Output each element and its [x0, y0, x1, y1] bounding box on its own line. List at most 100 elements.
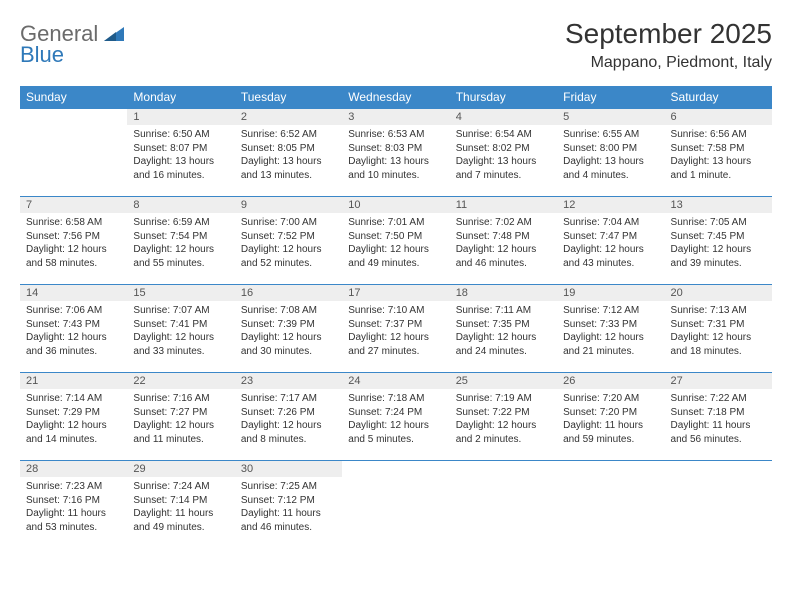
- day-number: 9: [235, 197, 342, 213]
- sunrise-line: Sunrise: 6:58 AM: [26, 216, 121, 230]
- day-body: Sunrise: 7:17 AMSunset: 7:26 PMDaylight:…: [235, 389, 342, 450]
- day-header: Friday: [557, 86, 664, 109]
- daylight-line-2: and 21 minutes.: [563, 345, 658, 359]
- daylight-line-2: and 4 minutes.: [563, 169, 658, 183]
- day-body: Sunrise: 7:07 AMSunset: 7:41 PMDaylight:…: [127, 301, 234, 362]
- daylight-line-2: and 1 minute.: [671, 169, 766, 183]
- daylight-line-1: Daylight: 12 hours: [456, 419, 551, 433]
- daylight-line-2: and 13 minutes.: [241, 169, 336, 183]
- day-number: 18: [450, 285, 557, 301]
- daylight-line-1: Daylight: 12 hours: [241, 419, 336, 433]
- day-body: Sunrise: 7:08 AMSunset: 7:39 PMDaylight:…: [235, 301, 342, 362]
- calendar-day-cell: 12Sunrise: 7:04 AMSunset: 7:47 PMDayligh…: [557, 197, 664, 285]
- logo-word-blue: Blue: [20, 42, 64, 67]
- sunset-line: Sunset: 7:29 PM: [26, 406, 121, 420]
- day-number: 23: [235, 373, 342, 389]
- calendar-day-cell: 22Sunrise: 7:16 AMSunset: 7:27 PMDayligh…: [127, 373, 234, 461]
- logo: General Blue: [20, 24, 124, 66]
- daylight-line-1: Daylight: 12 hours: [563, 331, 658, 345]
- sunrise-line: Sunrise: 7:19 AM: [456, 392, 551, 406]
- sunset-line: Sunset: 7:18 PM: [671, 406, 766, 420]
- day-body: Sunrise: 6:58 AMSunset: 7:56 PMDaylight:…: [20, 213, 127, 274]
- calendar-day-cell: 5Sunrise: 6:55 AMSunset: 8:00 PMDaylight…: [557, 109, 664, 197]
- daylight-line-1: Daylight: 13 hours: [348, 155, 443, 169]
- daylight-line-2: and 46 minutes.: [241, 521, 336, 535]
- calendar-day-cell: 10Sunrise: 7:01 AMSunset: 7:50 PMDayligh…: [342, 197, 449, 285]
- day-body: Sunrise: 7:22 AMSunset: 7:18 PMDaylight:…: [665, 389, 772, 450]
- calendar-day-cell: 30Sunrise: 7:25 AMSunset: 7:12 PMDayligh…: [235, 461, 342, 549]
- sunrise-line: Sunrise: 7:24 AM: [133, 480, 228, 494]
- calendar-day-cell: 20Sunrise: 7:13 AMSunset: 7:31 PMDayligh…: [665, 285, 772, 373]
- day-body: Sunrise: 7:16 AMSunset: 7:27 PMDaylight:…: [127, 389, 234, 450]
- day-body: Sunrise: 7:12 AMSunset: 7:33 PMDaylight:…: [557, 301, 664, 362]
- sunrise-line: Sunrise: 6:55 AM: [563, 128, 658, 142]
- calendar-day-cell: 2Sunrise: 6:52 AMSunset: 8:05 PMDaylight…: [235, 109, 342, 197]
- day-number: 22: [127, 373, 234, 389]
- day-body: Sunrise: 7:25 AMSunset: 7:12 PMDaylight:…: [235, 477, 342, 538]
- day-body: Sunrise: 7:20 AMSunset: 7:20 PMDaylight:…: [557, 389, 664, 450]
- sunset-line: Sunset: 8:00 PM: [563, 142, 658, 156]
- day-body: Sunrise: 7:11 AMSunset: 7:35 PMDaylight:…: [450, 301, 557, 362]
- calendar-empty-cell: [557, 461, 664, 549]
- sunset-line: Sunset: 7:16 PM: [26, 494, 121, 508]
- sunrise-line: Sunrise: 7:04 AM: [563, 216, 658, 230]
- day-body: Sunrise: 7:00 AMSunset: 7:52 PMDaylight:…: [235, 213, 342, 274]
- day-number: 30: [235, 461, 342, 477]
- daylight-line-1: Daylight: 12 hours: [348, 331, 443, 345]
- header: General Blue September 2025 Mappano, Pie…: [20, 18, 772, 72]
- sunset-line: Sunset: 7:45 PM: [671, 230, 766, 244]
- day-number: 5: [557, 109, 664, 125]
- daylight-line-1: Daylight: 12 hours: [348, 243, 443, 257]
- day-number: 10: [342, 197, 449, 213]
- sunrise-line: Sunrise: 7:17 AM: [241, 392, 336, 406]
- daylight-line-2: and 59 minutes.: [563, 433, 658, 447]
- sunset-line: Sunset: 7:33 PM: [563, 318, 658, 332]
- daylight-line-1: Daylight: 12 hours: [348, 419, 443, 433]
- daylight-line-2: and 11 minutes.: [133, 433, 228, 447]
- calendar-day-cell: 19Sunrise: 7:12 AMSunset: 7:33 PMDayligh…: [557, 285, 664, 373]
- calendar-week-row: 28Sunrise: 7:23 AMSunset: 7:16 PMDayligh…: [20, 461, 772, 549]
- day-number: 26: [557, 373, 664, 389]
- daylight-line-2: and 53 minutes.: [26, 521, 121, 535]
- calendar-week-row: 14Sunrise: 7:06 AMSunset: 7:43 PMDayligh…: [20, 285, 772, 373]
- day-number: 12: [557, 197, 664, 213]
- calendar-empty-cell: [20, 109, 127, 197]
- sunrise-line: Sunrise: 6:54 AM: [456, 128, 551, 142]
- daylight-line-2: and 18 minutes.: [671, 345, 766, 359]
- sunrise-line: Sunrise: 7:02 AM: [456, 216, 551, 230]
- sunrise-line: Sunrise: 6:53 AM: [348, 128, 443, 142]
- sunset-line: Sunset: 7:14 PM: [133, 494, 228, 508]
- daylight-line-2: and 55 minutes.: [133, 257, 228, 271]
- day-body: Sunrise: 7:10 AMSunset: 7:37 PMDaylight:…: [342, 301, 449, 362]
- day-number: 24: [342, 373, 449, 389]
- sunrise-line: Sunrise: 7:13 AM: [671, 304, 766, 318]
- daylight-line-1: Daylight: 12 hours: [133, 419, 228, 433]
- day-number: 8: [127, 197, 234, 213]
- sunrise-line: Sunrise: 6:52 AM: [241, 128, 336, 142]
- day-number: 7: [20, 197, 127, 213]
- day-body: Sunrise: 7:05 AMSunset: 7:45 PMDaylight:…: [665, 213, 772, 274]
- day-body: Sunrise: 7:13 AMSunset: 7:31 PMDaylight:…: [665, 301, 772, 362]
- sunset-line: Sunset: 7:27 PM: [133, 406, 228, 420]
- daylight-line-1: Daylight: 12 hours: [133, 331, 228, 345]
- sunset-line: Sunset: 7:26 PM: [241, 406, 336, 420]
- sunrise-line: Sunrise: 7:00 AM: [241, 216, 336, 230]
- day-number: 21: [20, 373, 127, 389]
- day-number: 6: [665, 109, 772, 125]
- day-number: 11: [450, 197, 557, 213]
- logo-triangle-icon: [104, 24, 124, 45]
- title-block: September 2025 Mappano, Piedmont, Italy: [565, 18, 772, 72]
- calendar-table: SundayMondayTuesdayWednesdayThursdayFrid…: [20, 86, 772, 549]
- day-body: Sunrise: 7:14 AMSunset: 7:29 PMDaylight:…: [20, 389, 127, 450]
- day-body: Sunrise: 7:02 AMSunset: 7:48 PMDaylight:…: [450, 213, 557, 274]
- calendar-day-cell: 6Sunrise: 6:56 AMSunset: 7:58 PMDaylight…: [665, 109, 772, 197]
- daylight-line-1: Daylight: 11 hours: [133, 507, 228, 521]
- daylight-line-2: and 52 minutes.: [241, 257, 336, 271]
- daylight-line-1: Daylight: 11 hours: [241, 507, 336, 521]
- calendar-day-cell: 3Sunrise: 6:53 AMSunset: 8:03 PMDaylight…: [342, 109, 449, 197]
- calendar-day-cell: 28Sunrise: 7:23 AMSunset: 7:16 PMDayligh…: [20, 461, 127, 549]
- sunset-line: Sunset: 7:20 PM: [563, 406, 658, 420]
- day-body: Sunrise: 7:18 AMSunset: 7:24 PMDaylight:…: [342, 389, 449, 450]
- daylight-line-2: and 46 minutes.: [456, 257, 551, 271]
- calendar-day-cell: 21Sunrise: 7:14 AMSunset: 7:29 PMDayligh…: [20, 373, 127, 461]
